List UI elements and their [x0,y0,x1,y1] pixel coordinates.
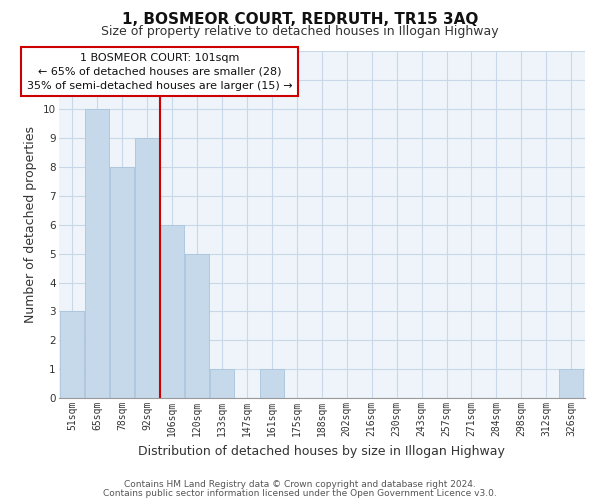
Bar [185,254,209,398]
Bar [210,370,234,398]
Text: Contains public sector information licensed under the Open Government Licence v3: Contains public sector information licen… [103,488,497,498]
Text: 1, BOSMEOR COURT, REDRUTH, TR15 3AQ: 1, BOSMEOR COURT, REDRUTH, TR15 3AQ [122,12,478,28]
Bar [559,370,583,398]
Bar [135,138,159,398]
Text: 1 BOSMEOR COURT: 101sqm
← 65% of detached houses are smaller (28)
35% of semi-de: 1 BOSMEOR COURT: 101sqm ← 65% of detache… [27,52,292,90]
Bar [85,110,109,398]
Text: Contains HM Land Registry data © Crown copyright and database right 2024.: Contains HM Land Registry data © Crown c… [124,480,476,489]
Bar [260,370,284,398]
Y-axis label: Number of detached properties: Number of detached properties [24,126,37,324]
Bar [160,225,184,398]
X-axis label: Distribution of detached houses by size in Illogan Highway: Distribution of detached houses by size … [139,444,505,458]
Text: Size of property relative to detached houses in Illogan Highway: Size of property relative to detached ho… [101,25,499,38]
Bar [110,167,134,398]
Bar [61,312,84,398]
